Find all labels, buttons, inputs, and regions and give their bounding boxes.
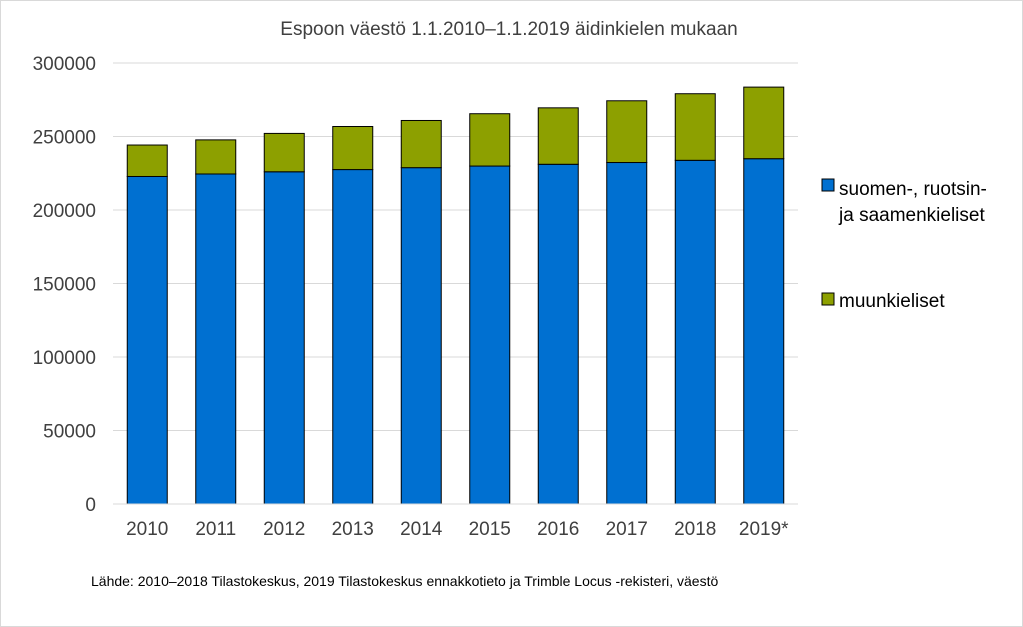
x-tick-label-2017: 2017 [606,519,648,540]
bar-muunkieliset-2012 [263,132,305,173]
legend-label-suomen-ruotsin-saamenkieliset-line-2: ja saamenkieliset [838,205,985,226]
legend-swatch-suomen-ruotsin-saamenkieliset [821,178,835,192]
bar-suomen-ruotsin-saamenkieliset-2011 [195,173,237,505]
bar-muunkieliset-2013 [332,126,374,171]
legend-label-suomen-ruotsin-saamenkieliset-line-1: suomen-, ruotsin- [839,179,987,200]
bar-suomen-ruotsin-saamenkieliset-2012 [263,171,305,505]
bar-muunkieliset-2011 [195,139,237,175]
legend: suomen-, ruotsin-ja saamenkieliset muunki… [821,178,987,312]
x-axis-tick-labels: 2010 2011 2012 2013 2014 2015 2016 2017 2018 2019… [126,519,789,540]
bar-suomen-ruotsin-saamenkieliset-2013 [332,169,374,505]
bar-muunkieliset-2017 [606,100,648,164]
x-tick-label-2010: 2010 [126,519,168,540]
x-tick-label-2019: 2019* [739,519,789,540]
y-axis-tick-labels: 0 50000 100000 150000 200000 250000 300000 [33,54,96,516]
x-tick-label-2016: 2016 [537,519,579,540]
bars [126,86,785,505]
x-tick-label-2012: 2012 [263,519,305,540]
y-tick-label-250000: 250000 [33,128,96,149]
legend-swatch-muunkieliset [821,292,835,306]
bar-muunkieliset-2010 [126,144,168,177]
x-tick-label-2018: 2018 [674,519,716,540]
bar-muunkieliset-2015 [469,113,511,167]
chart-title: Espoon väestö 1.1.2010–1.1.2019 äidinkie… [280,19,737,40]
bar-suomen-ruotsin-saamenkieliset-2019 [743,158,785,505]
x-tick-label-2013: 2013 [332,519,374,540]
legend-label-muunkieliset-line-1: muunkieliset [839,291,945,312]
bar-muunkieliset-2019 [743,86,785,160]
bar-muunkieliset-2016 [537,107,579,165]
y-tick-label-100000: 100000 [33,348,96,369]
y-tick-label-0: 0 [85,495,96,516]
bar-suomen-ruotsin-saamenkieliset-2017 [606,162,648,505]
bar-suomen-ruotsin-saamenkieliset-2015 [469,165,511,505]
bar-suomen-ruotsin-saamenkieliset-2014 [400,167,442,505]
x-tick-label-2011: 2011 [195,519,236,540]
bar-muunkieliset-2018 [674,93,716,161]
y-tick-label-150000: 150000 [33,275,96,296]
bar-suomen-ruotsin-saamenkieliset-2010 [126,175,168,505]
bar-suomen-ruotsin-saamenkieliset-2016 [537,163,579,505]
y-tick-label-50000: 50000 [43,422,96,443]
x-tick-label-2014: 2014 [400,519,443,540]
x-tick-label-2015: 2015 [469,519,511,540]
source-note: Lähde: 2010–2018 Tilastokeskus, 2019 Til… [91,573,718,589]
bar-suomen-ruotsin-saamenkieliset-2018 [674,159,716,505]
bar-muunkieliset-2014 [400,119,442,169]
y-tick-label-300000: 300000 [33,54,96,75]
y-tick-label-200000: 200000 [33,201,96,222]
